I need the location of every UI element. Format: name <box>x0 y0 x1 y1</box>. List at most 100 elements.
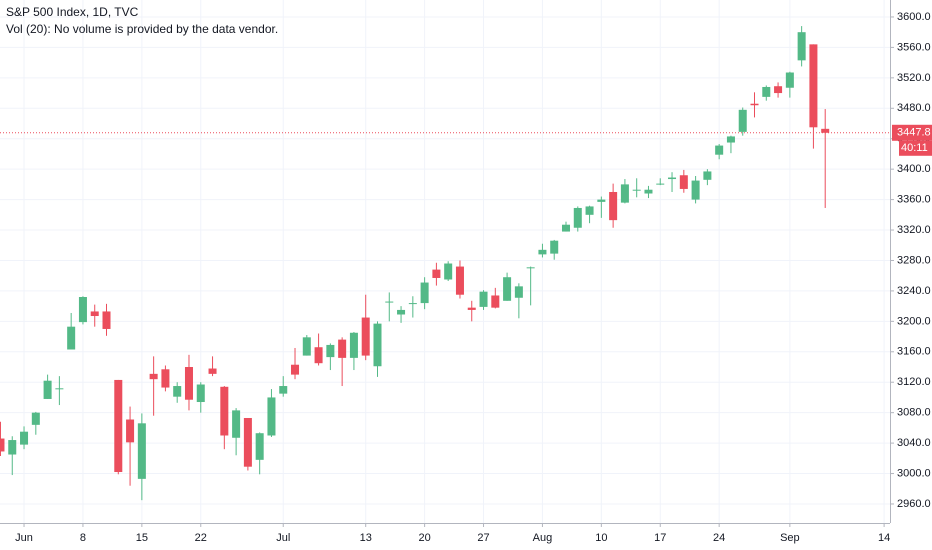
candle-body <box>550 240 559 254</box>
candle-body <box>255 433 264 460</box>
candle-body <box>738 109 747 132</box>
y-tick-label: 3360.0 <box>897 194 931 206</box>
candle-body <box>349 332 358 358</box>
candle-body <box>373 323 382 367</box>
candle-body <box>361 317 370 356</box>
candle-body <box>620 184 629 203</box>
y-tick-label: 3400.0 <box>897 163 931 175</box>
candle-body <box>514 286 523 298</box>
candle-body <box>220 386 229 436</box>
candle-body <box>668 177 677 180</box>
candle-body <box>809 44 818 128</box>
candle-body <box>444 263 453 280</box>
candle-body <box>467 307 476 310</box>
candle-body <box>573 207 582 228</box>
y-tick-label: 3120.0 <box>897 376 931 388</box>
candle-body <box>385 301 394 303</box>
candle-body <box>67 326 76 350</box>
x-tick-label: 8 <box>80 532 86 544</box>
candle-body <box>196 384 205 403</box>
candle-body <box>797 32 806 61</box>
y-tick-label: 3000.0 <box>897 467 931 479</box>
x-tick-label: 17 <box>654 532 666 544</box>
y-tick-label: 3040.0 <box>897 437 931 449</box>
y-tick-label: 3160.0 <box>897 346 931 358</box>
candle-body <box>161 369 170 388</box>
candle-body <box>715 145 724 155</box>
candle-body <box>291 364 300 375</box>
candle-body <box>326 344 335 358</box>
candle-body <box>455 266 464 295</box>
candle-body <box>302 337 311 356</box>
x-tick-label: Jun <box>15 532 33 544</box>
grid <box>0 0 890 523</box>
candle-body <box>785 72 794 88</box>
y-tick-label: 3080.0 <box>897 407 931 419</box>
candle-body <box>538 249 547 255</box>
candle-body <box>821 128 830 133</box>
x-tick-label: 24 <box>713 532 725 544</box>
candle-body <box>703 171 712 180</box>
candle-body <box>243 417 252 467</box>
candle-body <box>726 136 735 143</box>
x-tick-label: 13 <box>360 532 372 544</box>
candle-body <box>314 347 323 364</box>
candle-body <box>585 206 594 215</box>
candle-body <box>491 295 500 308</box>
y-tick-label: 3280.0 <box>897 254 931 266</box>
chart-title: S&P 500 Index, 1D, TVC <box>6 5 139 19</box>
candle-body <box>31 412 40 425</box>
x-tick-label: 27 <box>477 532 489 544</box>
candle-body <box>561 224 571 232</box>
x-tick-label: 20 <box>418 532 430 544</box>
y-tick-label: 3600.0 <box>897 11 931 23</box>
y-tick-label: 3520.0 <box>897 72 931 84</box>
candle-body <box>632 189 641 191</box>
candle-body <box>43 380 52 399</box>
candle-body <box>691 180 700 200</box>
candle-body <box>208 368 217 374</box>
candle-body <box>149 373 158 380</box>
candles <box>0 26 890 501</box>
candle-body <box>408 303 417 305</box>
volume-note: Vol (20): No volume is provided by the d… <box>6 22 278 36</box>
y-tick-label: 3240.0 <box>897 285 931 297</box>
last-price-label: 3447.8 <box>897 127 931 139</box>
candle-body <box>114 379 123 473</box>
x-tick-label: 10 <box>595 532 607 544</box>
candle-body <box>137 423 146 479</box>
candle-body <box>644 189 653 194</box>
x-tick-label: 22 <box>195 532 207 544</box>
candle-body <box>184 367 193 400</box>
y-tick-label: 3320.0 <box>897 224 931 236</box>
candle-body <box>126 419 135 443</box>
candle-body <box>397 309 406 315</box>
candle-body <box>8 440 17 455</box>
axes: 2960.0 3000.0 3040.0 3080.0 3120.0 3160.0 3200… <box>15 11 932 544</box>
candle-body <box>750 103 759 106</box>
y-tick-label: 3480.0 <box>897 102 931 114</box>
candle-body <box>420 282 429 304</box>
x-tick-label: 14 <box>878 532 890 544</box>
candle-body <box>267 397 276 436</box>
candle-body <box>20 431 29 445</box>
candle-body <box>0 438 5 452</box>
candle-body <box>609 191 618 221</box>
countdown-box <box>899 140 932 156</box>
candle-body <box>503 277 512 301</box>
candle-body <box>479 291 488 307</box>
candle-body <box>90 311 99 317</box>
candle-body <box>338 339 347 358</box>
candle-body <box>526 267 535 269</box>
x-tick-label: 15 <box>136 532 148 544</box>
candle-body <box>78 296 87 323</box>
candle-body <box>762 86 771 97</box>
x-tick-label: Sep <box>780 532 800 544</box>
candle-body <box>55 388 64 390</box>
candle-body <box>432 269 441 278</box>
candle-body <box>102 311 111 329</box>
candle-body <box>173 386 182 397</box>
countdown-label: 40:11 <box>901 142 928 154</box>
candle-body <box>656 183 665 185</box>
